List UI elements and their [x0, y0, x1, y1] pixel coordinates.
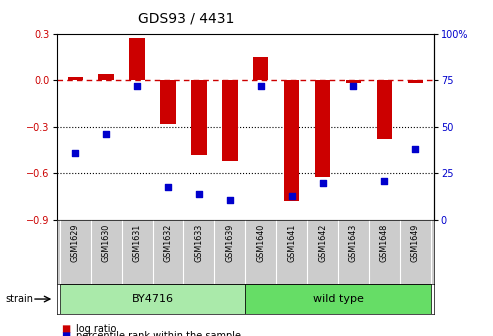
Bar — [68, 77, 83, 80]
Bar — [253, 57, 269, 80]
Point — [350, 83, 357, 88]
Text: GSM1631: GSM1631 — [133, 223, 141, 261]
Text: GSM1633: GSM1633 — [194, 223, 204, 261]
Point — [288, 193, 296, 199]
Text: GSM1649: GSM1649 — [411, 223, 420, 262]
Text: GSM1629: GSM1629 — [70, 223, 80, 262]
Bar — [346, 80, 361, 83]
Point — [195, 191, 203, 197]
Text: GSM1639: GSM1639 — [225, 223, 234, 262]
Text: GSM1642: GSM1642 — [318, 223, 327, 262]
Bar — [160, 80, 176, 124]
Text: GDS93 / 4431: GDS93 / 4431 — [138, 12, 234, 26]
Bar — [99, 74, 114, 80]
Point — [71, 150, 79, 156]
Bar — [245, 284, 431, 314]
Point — [381, 178, 388, 183]
Text: strain: strain — [5, 294, 33, 304]
Bar — [191, 80, 207, 155]
Text: ■: ■ — [62, 324, 71, 334]
Bar — [408, 80, 423, 83]
Bar — [315, 80, 330, 177]
Text: GSM1643: GSM1643 — [349, 223, 358, 261]
Point — [133, 83, 141, 88]
Text: BY4716: BY4716 — [132, 294, 174, 304]
Point — [226, 197, 234, 202]
Point — [102, 132, 110, 137]
Text: ■: ■ — [62, 331, 71, 336]
Text: log ratio: log ratio — [76, 324, 117, 334]
Text: GSM1632: GSM1632 — [164, 223, 173, 262]
Text: percentile rank within the sample: percentile rank within the sample — [76, 331, 242, 336]
Point — [411, 146, 419, 152]
Text: GSM1630: GSM1630 — [102, 223, 110, 261]
Point — [318, 180, 326, 185]
Text: GSM1641: GSM1641 — [287, 223, 296, 261]
Bar — [222, 80, 238, 161]
Text: GSM1648: GSM1648 — [380, 223, 389, 261]
Bar — [284, 80, 299, 202]
Bar — [60, 284, 246, 314]
Bar — [377, 80, 392, 139]
Point — [164, 184, 172, 189]
Bar — [129, 38, 145, 80]
Text: wild type: wild type — [313, 294, 363, 304]
Text: GSM1640: GSM1640 — [256, 223, 265, 261]
Point — [257, 83, 265, 88]
